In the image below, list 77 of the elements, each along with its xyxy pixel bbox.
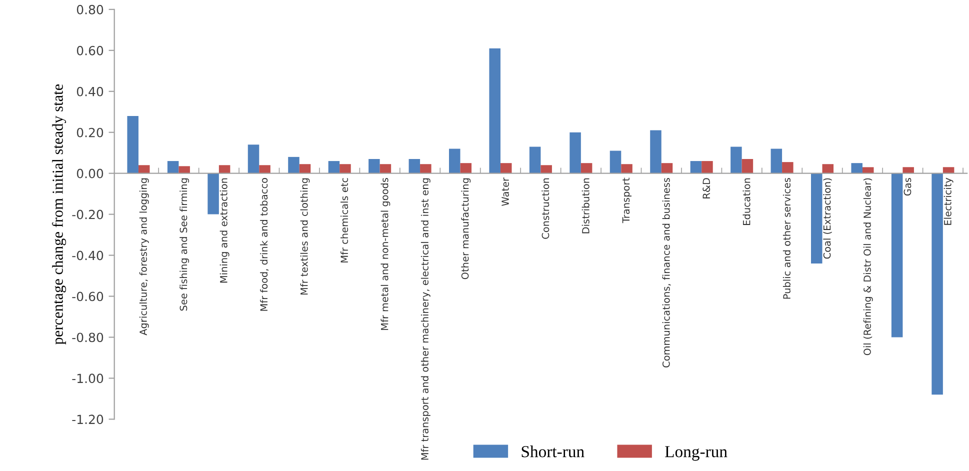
- x-tick-label: Gas: [904, 178, 912, 196]
- x-tick-label: Transport: [622, 178, 632, 224]
- bar: [770, 148, 782, 174]
- bar: [208, 173, 219, 214]
- bar: [782, 162, 794, 174]
- bar: [540, 165, 552, 174]
- x-tick-label: Distribution: [582, 178, 590, 234]
- bar: [259, 165, 270, 174]
- bar: [702, 161, 713, 174]
- bar: [570, 132, 581, 174]
- x-tick-label: Oil (Refining & Distr Oil and Nuclear): [863, 178, 873, 356]
- bar: [902, 167, 914, 174]
- bar: [822, 164, 834, 174]
- x-tick-label: Coal (Extraction): [823, 178, 832, 259]
- x-tick-label: Mfr chemicals etc: [340, 178, 348, 262]
- y-tick-label: 0.60: [76, 46, 104, 56]
- bar: [529, 146, 541, 174]
- y-axis-title: percentage change from initial steady state: [52, 84, 66, 345]
- bar: [811, 173, 822, 264]
- x-tick-label: Other manufacturing: [461, 178, 471, 280]
- bar: [408, 158, 420, 174]
- bar: [380, 164, 392, 174]
- bar: [460, 163, 472, 174]
- x-tick-label: See fishing and See firming: [180, 178, 190, 311]
- bar: [932, 173, 943, 395]
- bar: [167, 161, 179, 174]
- bar: [299, 164, 311, 174]
- bar: [218, 165, 230, 174]
- x-tick-label: Mfr textiles and clothing: [300, 178, 310, 295]
- bar: [288, 156, 300, 174]
- legend-label: Long-run: [665, 446, 728, 461]
- x-tick-label: Electricity: [944, 178, 954, 225]
- y-tick-label: -0.80: [72, 332, 104, 342]
- x-tick-label: Construction: [542, 178, 550, 239]
- bar: [742, 158, 754, 174]
- bar: [690, 161, 702, 174]
- bar: [942, 167, 954, 174]
- bar: [661, 163, 673, 174]
- bar: [138, 165, 150, 174]
- bar: [248, 144, 260, 174]
- x-tick-label: Education: [742, 178, 750, 225]
- x-tick-label: R&D: [702, 178, 710, 198]
- y-tick-label: -1.20: [72, 414, 104, 424]
- x-tick-label: Public and other services: [782, 178, 790, 299]
- bar: [127, 116, 138, 174]
- bar: [489, 48, 500, 174]
- bar: [178, 166, 190, 174]
- y-tick-label: 0.80: [76, 4, 104, 14]
- bar: [340, 164, 351, 174]
- bar: [730, 146, 742, 174]
- x-tick-label: Mfr food, drink and tobacco: [260, 178, 269, 311]
- bar: [650, 130, 662, 174]
- y-tick-label: 0.40: [76, 86, 104, 96]
- x-tick-label: Mining and extraction: [220, 178, 230, 283]
- y-tick-label: 0.00: [76, 168, 104, 178]
- y-tick-label: -0.20: [72, 210, 104, 220]
- x-tick-label: Communications, finance and business: [662, 178, 671, 368]
- bar: [891, 173, 903, 338]
- y-tick-label: -1.00: [72, 374, 104, 384]
- x-tick-label: Agriculture, forestry and logging: [139, 178, 149, 336]
- bar: [610, 150, 622, 174]
- bar: [368, 158, 380, 174]
- bar: [851, 163, 862, 174]
- y-tick-label: 0.20: [76, 128, 104, 138]
- legend-label: Short-run: [522, 446, 584, 458]
- bar: [621, 164, 632, 174]
- bar: [500, 163, 512, 174]
- x-tick-label: Water: [502, 177, 509, 206]
- bar: [580, 163, 592, 174]
- bar: [448, 148, 460, 174]
- y-tick-label: -0.40: [72, 250, 104, 260]
- x-tick-label: Mfr metal and non-metal goods: [380, 178, 390, 330]
- y-tick-label: -0.60: [72, 292, 104, 302]
- x-tick-label: Mfr transport and other machinery, electrical and inst eng: [420, 178, 430, 460]
- bar: [328, 161, 340, 174]
- bar: [420, 164, 432, 174]
- bar: [862, 167, 874, 174]
